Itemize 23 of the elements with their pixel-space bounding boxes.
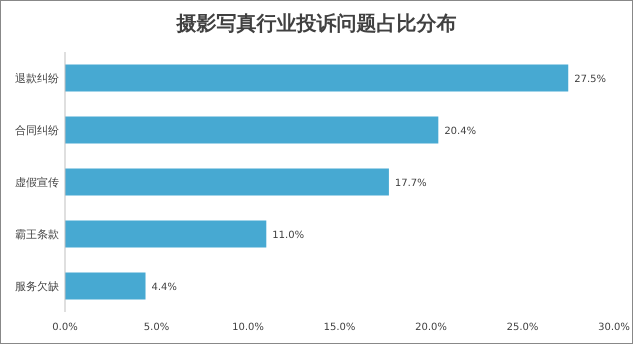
chart-title: 摄影写真行业投诉问题占比分布 (176, 11, 456, 35)
x-tick-label: 0.0% (52, 322, 78, 333)
data-label: 11.0% (272, 230, 304, 241)
y-tick-label: 服务欠缺 (15, 280, 59, 293)
bar (65, 64, 568, 92)
x-tick-label: 20.0% (415, 322, 447, 333)
bar (65, 220, 266, 248)
data-label: 17.7% (394, 178, 427, 189)
x-tick-label: 25.0% (506, 322, 538, 333)
x-tick-label: 10.0% (232, 322, 264, 333)
x-tick-label: 5.0% (144, 322, 170, 333)
y-tick-label: 合同纠纷 (15, 124, 59, 137)
x-tick-label: 30.0% (598, 322, 630, 333)
bar (65, 272, 146, 300)
bar (65, 168, 389, 196)
y-tick-label: 退款纠纷 (15, 72, 59, 85)
data-label: 20.4% (444, 126, 476, 137)
y-tick-label: 虚假宣传 (15, 176, 59, 189)
bar (65, 116, 438, 144)
data-label: 27.5% (574, 74, 606, 85)
y-tick-label: 霸王条款 (15, 228, 59, 241)
x-tick-label: 15.0% (324, 322, 356, 333)
data-label: 4.4% (152, 282, 177, 293)
